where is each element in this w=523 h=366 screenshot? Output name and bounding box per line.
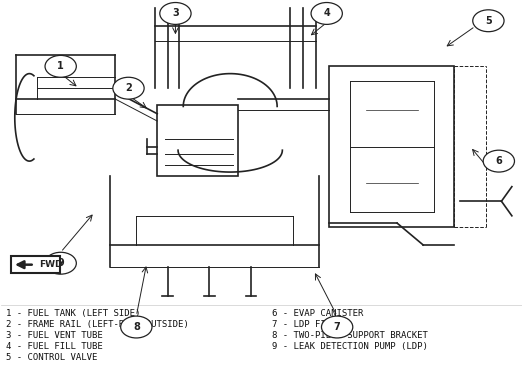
Text: 8: 8 <box>133 322 140 332</box>
Text: 8 - TWO-PIECE SUPPORT BRACKET: 8 - TWO-PIECE SUPPORT BRACKET <box>272 330 428 340</box>
Text: 4 - FUEL FILL TUBE: 4 - FUEL FILL TUBE <box>6 341 103 351</box>
Text: 4: 4 <box>323 8 330 18</box>
Circle shape <box>483 150 515 172</box>
Text: 5 - CONTROL VALVE: 5 - CONTROL VALVE <box>6 352 97 362</box>
Text: 3: 3 <box>172 8 179 18</box>
FancyBboxPatch shape <box>10 256 60 273</box>
Text: 2: 2 <box>125 83 132 93</box>
Circle shape <box>311 3 343 25</box>
Circle shape <box>45 55 76 77</box>
Circle shape <box>160 3 191 25</box>
Text: 2 - FRAME RAIL (LEFT-REAR OUTSIDE): 2 - FRAME RAIL (LEFT-REAR OUTSIDE) <box>6 320 189 329</box>
Circle shape <box>45 252 76 274</box>
Text: 3 - FUEL VENT TUBE: 3 - FUEL VENT TUBE <box>6 330 103 340</box>
Text: 1 - FUEL TANK (LEFT SIDE): 1 - FUEL TANK (LEFT SIDE) <box>6 309 140 318</box>
Text: 6 - EVAP CANISTER: 6 - EVAP CANISTER <box>272 309 363 318</box>
Text: FWD: FWD <box>39 260 63 269</box>
Text: 9 - LEAK DETECTION PUMP (LDP): 9 - LEAK DETECTION PUMP (LDP) <box>272 341 428 351</box>
Circle shape <box>322 316 353 338</box>
Text: 6: 6 <box>495 156 502 166</box>
Text: 7 - LDP FILTER: 7 - LDP FILTER <box>272 320 347 329</box>
Text: 1: 1 <box>58 61 64 71</box>
Circle shape <box>121 316 152 338</box>
Text: 9: 9 <box>58 258 64 268</box>
Text: 5: 5 <box>485 16 492 26</box>
Text: 7: 7 <box>334 322 340 332</box>
Circle shape <box>113 77 144 99</box>
Circle shape <box>473 10 504 32</box>
